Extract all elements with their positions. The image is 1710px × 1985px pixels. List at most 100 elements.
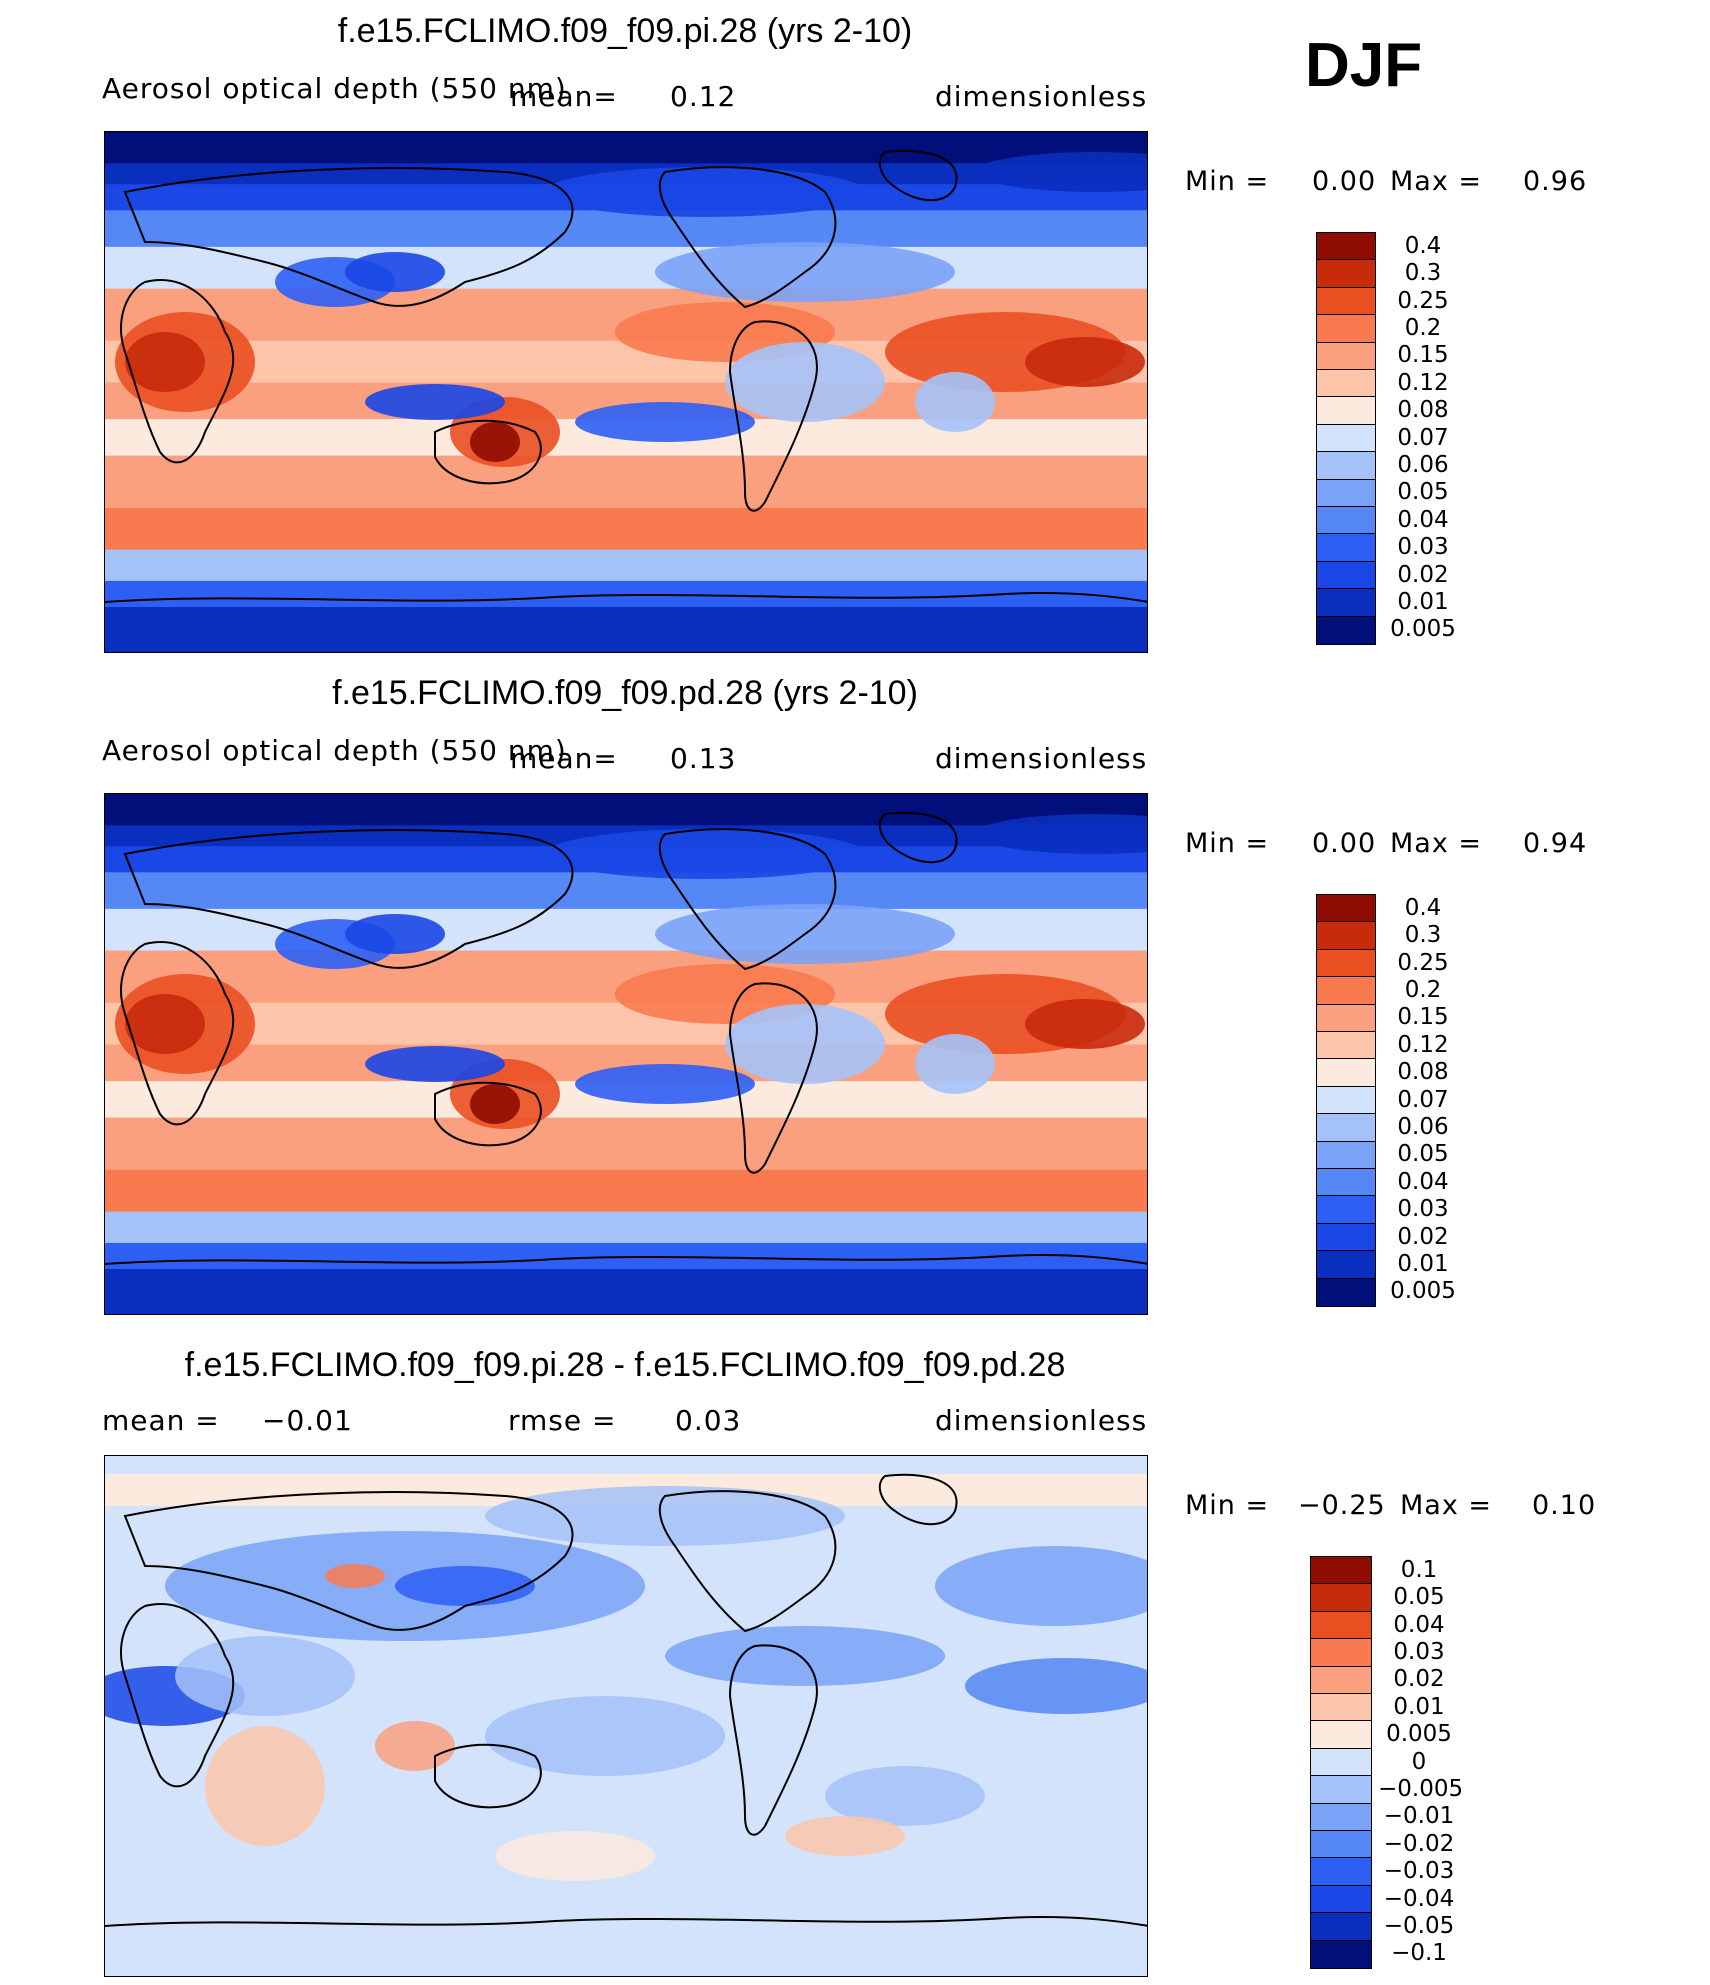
panel1-variable: Aerosol optical depth (550 nm) — [102, 72, 567, 105]
colorbar-swatch — [1317, 287, 1375, 316]
colorbar-level-label: 0.07 — [1397, 424, 1449, 451]
panel3-colorbar — [1310, 1556, 1372, 1969]
panel1-max-label: Max = — [1390, 166, 1483, 197]
panel2-mean-value: 0.13 — [670, 742, 737, 775]
colorbar-level-label: 0.07 — [1397, 1086, 1449, 1113]
colorbar-level-label: 0.06 — [1397, 1113, 1449, 1140]
colorbar-level-label: 0.03 — [1397, 534, 1449, 561]
panel2-map — [104, 793, 1148, 1315]
colorbar-level-label: 0.1 — [1400, 1556, 1438, 1583]
colorbar-level-label: 0.01 — [1397, 588, 1449, 615]
colorbar-level-label: 0.25 — [1397, 287, 1449, 314]
panel3-min-value: −0.25 — [1298, 1490, 1386, 1521]
colorbar-swatch — [1311, 1940, 1371, 1968]
colorbar-level-label: 0.15 — [1397, 1004, 1449, 1031]
panel2-title: f.e15.FCLIMO.f09_f09.pd.28 (yrs 2-10) — [332, 674, 918, 712]
colorbar-level-label: −0.1 — [1391, 1940, 1447, 1967]
colorbar-swatch — [1317, 479, 1375, 507]
panel3-mean-label: mean = — [102, 1404, 220, 1437]
colorbar-swatch — [1317, 977, 1375, 1005]
colorbar-level-label: 0.05 — [1397, 479, 1449, 506]
colorbar-level-label: 0.03 — [1397, 1196, 1449, 1223]
colorbar-level-label: 0.005 — [1386, 1721, 1452, 1748]
panel1-max-value: 0.96 — [1523, 166, 1588, 197]
panel3-rmse-value: 0.03 — [675, 1404, 742, 1437]
colorbar-swatch — [1317, 1114, 1375, 1142]
colorbar-level-label: 0.06 — [1397, 451, 1449, 478]
colorbar-level-label: 0.05 — [1397, 1141, 1449, 1168]
colorbar-level-label: 0.4 — [1404, 894, 1442, 921]
colorbar-level-label: −0.05 — [1383, 1912, 1455, 1939]
colorbar-level-label: 0.3 — [1404, 922, 1442, 949]
colorbar-level-label: 0 — [1411, 1748, 1427, 1775]
panel2-field — [105, 794, 1147, 1314]
colorbar-swatch — [1311, 1776, 1371, 1804]
colorbar-level-label: 0.01 — [1397, 1250, 1449, 1277]
colorbar-swatch — [1317, 1032, 1375, 1060]
colorbar-swatch — [1311, 1666, 1371, 1694]
panel1-mean-value: 0.12 — [670, 80, 737, 113]
panel1-colorbar — [1316, 232, 1376, 645]
colorbar-level-label: 0.2 — [1404, 314, 1442, 341]
panel2-mean-label: mean= — [510, 742, 618, 775]
panel1-min-label: Min = — [1185, 166, 1270, 197]
colorbar-level-label: 0.04 — [1393, 1611, 1445, 1638]
colorbar-swatch — [1317, 1004, 1375, 1032]
colorbar-swatch — [1317, 534, 1375, 562]
colorbar-swatch — [1317, 507, 1375, 535]
colorbar-swatch — [1317, 315, 1375, 343]
colorbar-swatch — [1311, 1913, 1371, 1941]
colorbar-swatch — [1311, 1831, 1371, 1859]
panel2-min-value: 0.00 — [1312, 828, 1377, 859]
colorbar-level-label: −0.01 — [1383, 1803, 1455, 1830]
panel3-title: f.e15.FCLIMO.f09_f09.pi.28 - f.e15.FCLIM… — [184, 1346, 1066, 1384]
colorbar-swatch — [1311, 1858, 1371, 1886]
panel2-colorbar — [1316, 894, 1376, 1307]
colorbar-level-label: 0.02 — [1393, 1666, 1445, 1693]
colorbar-swatch — [1317, 1251, 1375, 1279]
colorbar-swatch — [1317, 922, 1375, 950]
panel3-units: dimensionless — [935, 1404, 1148, 1437]
colorbar-swatch — [1317, 589, 1375, 617]
panel3-map — [104, 1455, 1148, 1977]
panel1-title: f.e15.FCLIMO.f09_f09.pi.28 (yrs 2-10) — [337, 12, 913, 50]
colorbar-level-label: 0.15 — [1397, 342, 1449, 369]
colorbar-swatch — [1317, 1196, 1375, 1224]
panel1-min-value: 0.00 — [1312, 166, 1377, 197]
colorbar-level-label: 0.04 — [1397, 506, 1449, 533]
colorbar-level-label: 0.005 — [1390, 616, 1456, 643]
colorbar-swatch — [1317, 424, 1375, 453]
colorbar-level-label: 0.02 — [1397, 1223, 1449, 1250]
colorbar-level-label: 0.08 — [1397, 1059, 1449, 1086]
colorbar-level-label: 0.02 — [1397, 561, 1449, 588]
colorbar-swatch — [1317, 452, 1375, 480]
panel2-units: dimensionless — [935, 742, 1148, 775]
colorbar-swatch — [1317, 233, 1375, 261]
colorbar-level-label: 0.4 — [1404, 232, 1442, 259]
panel1-map — [104, 131, 1148, 653]
colorbar-swatch — [1317, 1141, 1375, 1169]
panel3-min-label: Min = — [1185, 1490, 1270, 1521]
colorbar-swatch — [1317, 397, 1375, 425]
colorbar-swatch — [1317, 1169, 1375, 1197]
colorbar-swatch — [1311, 1611, 1371, 1640]
colorbar-level-label: 0.2 — [1404, 976, 1442, 1003]
colorbar-swatch — [1311, 1721, 1371, 1749]
season-label: DJF — [1305, 31, 1423, 100]
colorbar-level-label: 0.05 — [1393, 1584, 1445, 1611]
colorbar-swatch — [1317, 342, 1375, 370]
colorbar-swatch — [1317, 1059, 1375, 1087]
colorbar-level-label: −0.005 — [1378, 1775, 1464, 1802]
colorbar-swatch — [1317, 616, 1375, 644]
colorbar-swatch — [1317, 1223, 1375, 1252]
colorbar-swatch — [1311, 1639, 1371, 1667]
panel1-units: dimensionless — [935, 80, 1148, 113]
panel2-max-label: Max = — [1390, 828, 1483, 859]
colorbar-level-label: −0.03 — [1383, 1858, 1455, 1885]
panel1-mean-label: mean= — [510, 80, 618, 113]
colorbar-level-label: 0.01 — [1393, 1693, 1445, 1720]
colorbar-level-label: 0.12 — [1397, 1031, 1449, 1058]
colorbar-swatch — [1317, 370, 1375, 398]
panel3-max-label: Max = — [1400, 1490, 1493, 1521]
colorbar-swatch — [1311, 1584, 1371, 1612]
